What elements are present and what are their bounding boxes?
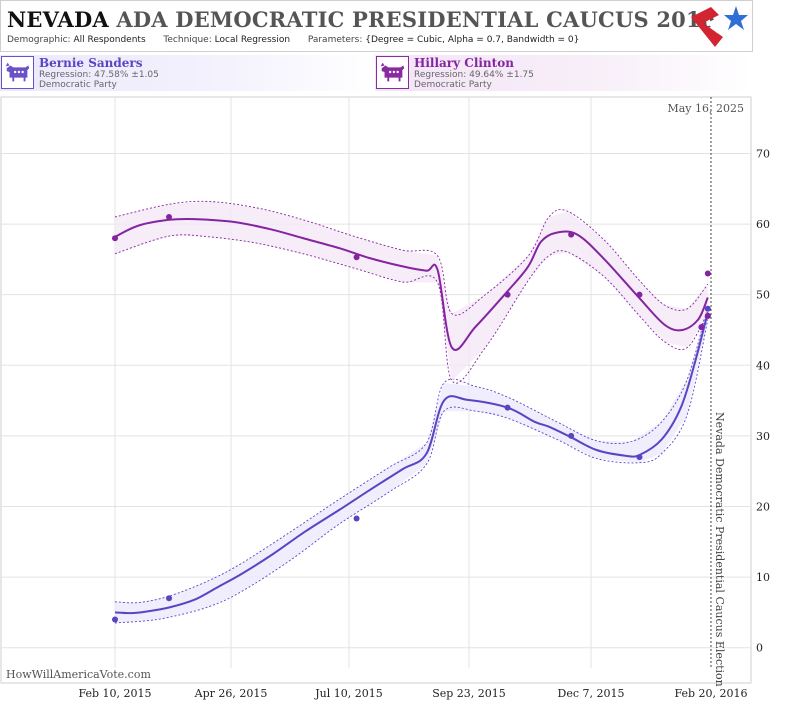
- poll-point[interactable]: [353, 515, 360, 522]
- poll-point[interactable]: [112, 616, 118, 623]
- donkey-icon: [1, 56, 34, 89]
- parameters-value: {Degree = Cubic, Alpha = 0.7, Bandwidth …: [365, 35, 580, 45]
- x-axis-ticks: Feb 10, 2015 Apr 26, 2015 Jul 10, 2015 Sep …: [78, 687, 747, 700]
- poll-point[interactable]: [704, 305, 711, 312]
- poll-point[interactable]: [636, 291, 643, 298]
- y-tick-label: 60: [756, 218, 770, 231]
- poll-point[interactable]: [112, 235, 118, 242]
- title-rest: ADA DEMOCRATIC PRESIDENTIAL CAUCUS 2016: [116, 7, 716, 32]
- y-tick-label: 40: [756, 359, 770, 372]
- band-upper-line: [114, 200, 709, 316]
- poll-point[interactable]: [698, 324, 705, 331]
- x-tick-label: Apr 26, 2015: [194, 687, 268, 700]
- y-tick-label: 50: [756, 289, 770, 302]
- poll-point[interactable]: [504, 291, 511, 298]
- demographic-value: All Respondents: [73, 35, 146, 45]
- candidate-regression: Regression: 47.58% ±1.05: [39, 70, 159, 80]
- x-tick-label: Dec 7, 2015: [558, 687, 625, 700]
- watermark: HowWillAmericaVote.com: [6, 668, 151, 681]
- star-flag-logo-icon[interactable]: [689, 3, 749, 49]
- y-tick-label: 70: [756, 147, 770, 160]
- poll-point[interactable]: [704, 270, 711, 277]
- poll-point[interactable]: [504, 404, 511, 411]
- poll-point[interactable]: [568, 231, 575, 238]
- candidate-name: Bernie Sanders: [39, 56, 143, 70]
- technique-value: Local Regression: [214, 35, 291, 45]
- candidate-regression: Regression: 49.64% ±1.75: [414, 70, 534, 80]
- confidence-band: [115, 201, 708, 381]
- event-label: Nevada Democratic Presidential Caucus El…: [713, 412, 726, 687]
- page-title: NEVADA ADA DEMOCRATIC PRESIDENTIAL CAUCU…: [7, 7, 716, 32]
- candidate-party: Democratic Party: [39, 80, 117, 90]
- x-tick-label: Feb 20, 2016: [674, 687, 747, 700]
- title-state: NEVADA: [7, 7, 109, 32]
- parameters-key: Parameters:: [307, 35, 363, 45]
- y-tick-label: 10: [756, 571, 770, 584]
- parameters-line: Demographic: All Respondents Technique: …: [7, 35, 579, 45]
- poll-point[interactable]: [636, 454, 643, 461]
- y-tick-label: 0: [756, 642, 763, 655]
- demographic-key: Demographic:: [7, 35, 71, 45]
- x-tick-label: Feb 10, 2015: [78, 687, 151, 700]
- candidate-card-clinton[interactable]: Hillary Clinton Regression: 49.64% ±1.75…: [375, 55, 751, 91]
- poll-point[interactable]: [704, 312, 711, 319]
- poll-chart: May 16, 2025 Nevada Democratic President…: [0, 96, 770, 700]
- poll-point[interactable]: [166, 595, 173, 602]
- poll-point[interactable]: [568, 432, 575, 439]
- x-tick-label: Jul 10, 2015: [314, 687, 383, 700]
- band-lower-line: [114, 319, 709, 624]
- chart-header: NEVADA ADA DEMOCRATIC PRESIDENTIAL CAUCU…: [0, 0, 753, 52]
- trend-line: [114, 217, 709, 351]
- candidate-card-sanders[interactable]: Bernie Sanders Regression: 47.58% ±1.05 …: [0, 55, 378, 91]
- donkey-icon: [376, 56, 409, 89]
- x-tick-label: Sep 23, 2015: [432, 687, 506, 700]
- y-axis-ticks: 0 10 20 30 40 50 60 70: [756, 147, 770, 654]
- current-date-label: May 16, 2025: [667, 102, 744, 115]
- candidate-name: Hillary Clinton: [414, 56, 514, 70]
- poll-point[interactable]: [166, 214, 173, 221]
- band-lower-line: [114, 234, 709, 384]
- band-upper-line: [114, 305, 709, 604]
- gridlines: [1, 97, 751, 668]
- poll-points: [112, 214, 711, 623]
- candidate-party: Democratic Party: [414, 80, 492, 90]
- plot-frame: [0, 96, 752, 684]
- poll-point[interactable]: [353, 254, 360, 261]
- y-tick-label: 30: [756, 430, 770, 443]
- technique-key: Technique:: [163, 35, 212, 45]
- y-tick-label: 20: [756, 500, 770, 513]
